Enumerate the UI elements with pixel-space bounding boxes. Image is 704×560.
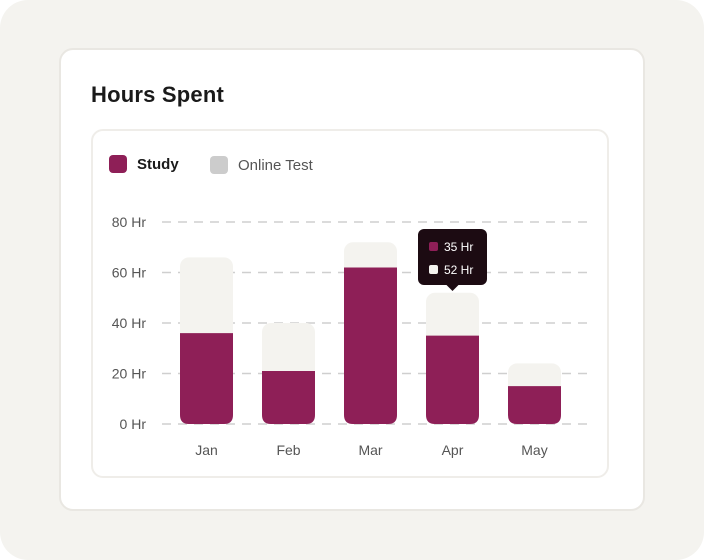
tooltip-swatch <box>429 265 438 274</box>
x-tick-label: Feb <box>276 442 300 458</box>
y-tick-label: 0 Hr <box>120 416 147 432</box>
legend-swatch-online-test <box>210 156 228 174</box>
bar-study <box>508 386 561 424</box>
legend-label-online-test: Online Test <box>238 156 313 174</box>
tooltip-value: 52 Hr <box>444 263 473 277</box>
x-tick-label: May <box>521 442 547 458</box>
y-tick-label: 40 Hr <box>112 315 147 331</box>
bar-study <box>180 333 233 424</box>
legend-label-study: Study <box>137 155 179 173</box>
bar-study <box>344 267 397 424</box>
card-title: Hours Spent <box>91 82 224 107</box>
tooltip-pointer <box>446 285 459 291</box>
x-tick-label: Mar <box>358 442 382 458</box>
bar-study <box>426 335 479 424</box>
x-tick-label: Apr <box>442 442 464 458</box>
legend-item-study[interactable]: Study <box>109 155 179 173</box>
tooltip-value: 35 Hr <box>444 240 473 254</box>
tooltip-swatch <box>429 242 438 251</box>
legend-swatch-study <box>109 155 127 173</box>
bar-study <box>262 370 315 424</box>
x-tick-label: Jan <box>195 442 218 458</box>
y-tick-label: 20 Hr <box>112 366 147 382</box>
y-tick-label: 60 Hr <box>112 265 147 281</box>
y-tick-label: 80 Hr <box>112 214 147 230</box>
legend-item-online-test[interactable]: Online Test <box>210 156 313 174</box>
